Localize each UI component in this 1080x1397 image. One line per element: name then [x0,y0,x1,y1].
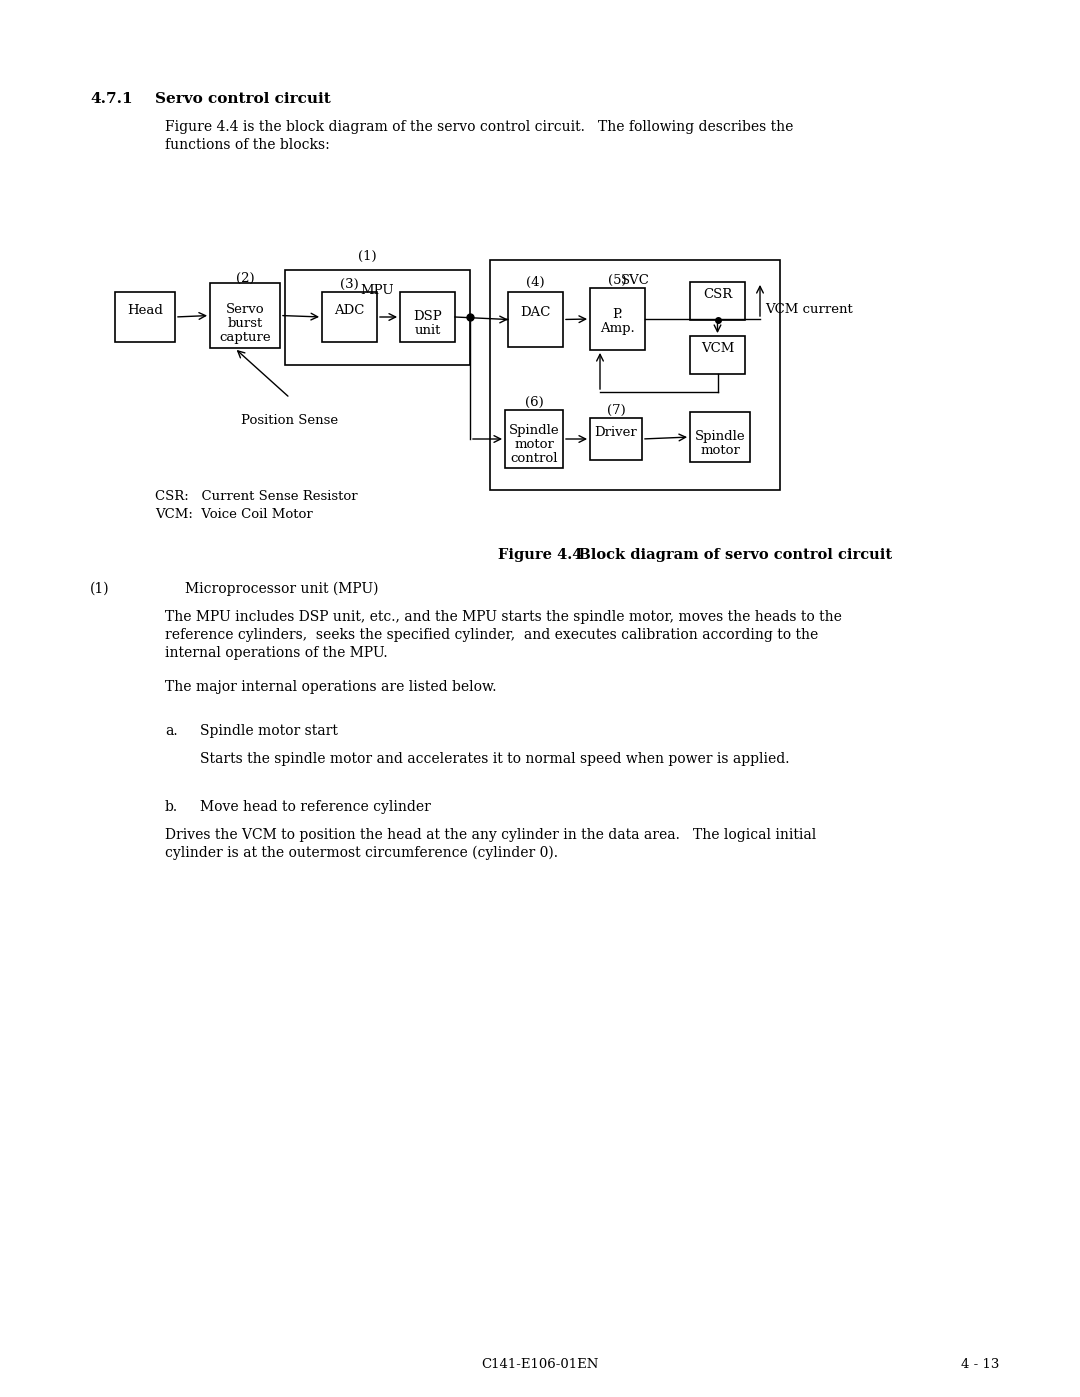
Text: Head: Head [127,305,163,317]
Text: unit: unit [415,324,441,337]
Bar [690,337,745,374]
Text: Servo control circuit: Servo control circuit [156,92,330,106]
Text: a.: a. [165,724,177,738]
Text: VCM current: VCM current [765,303,853,316]
Text: MPU: MPU [361,284,394,298]
Text: b.: b. [165,800,178,814]
Bar [508,292,563,346]
Bar [690,412,750,462]
Text: ADC: ADC [335,303,365,317]
Text: Amp.: Amp. [600,321,635,335]
Text: VCM:  Voice Coil Motor: VCM: Voice Coil Motor [156,509,313,521]
Text: Driver: Driver [595,426,637,439]
Text: (1): (1) [359,250,377,263]
Bar [590,288,645,351]
Bar [210,284,280,348]
Text: motor: motor [514,439,554,451]
Bar [505,409,563,468]
Text: Spindle: Spindle [694,430,745,443]
Text: 4 - 13: 4 - 13 [961,1358,999,1370]
Text: (7): (7) [607,404,625,416]
Text: 4.7.1: 4.7.1 [90,92,133,106]
Bar [285,270,470,365]
Bar [114,292,175,342]
Text: DAC: DAC [521,306,551,319]
Text: (5): (5) [608,274,626,286]
Bar [490,260,780,490]
Text: motor: motor [700,444,740,457]
Text: C141-E106-01EN: C141-E106-01EN [482,1358,598,1370]
Text: DSP: DSP [414,310,442,323]
Text: Figure 4.4 is the block diagram of the servo control circuit.   The following de: Figure 4.4 is the block diagram of the s… [165,120,794,134]
Bar [400,292,455,342]
Text: CSR: CSR [703,288,732,300]
Text: Spindle: Spindle [509,425,559,437]
Text: Starts the spindle motor and accelerates it to normal speed when power is applie: Starts the spindle motor and accelerates… [200,752,789,766]
Text: Move head to reference cylinder: Move head to reference cylinder [200,800,431,814]
Text: The MPU includes DSP unit, etc., and the MPU starts the spindle motor, moves the: The MPU includes DSP unit, etc., and the… [165,610,842,624]
Text: P.: P. [612,307,623,321]
Text: (6): (6) [525,395,543,409]
Text: The major internal operations are listed below.: The major internal operations are listed… [165,680,497,694]
Text: internal operations of the MPU.: internal operations of the MPU. [165,645,388,659]
Bar [590,418,642,460]
Text: (3): (3) [340,278,359,291]
Bar [322,292,377,342]
Bar [690,282,745,320]
Text: reference cylinders,  seeks the specified cylinder,  and executes calibration ac: reference cylinders, seeks the specified… [165,629,819,643]
Text: Position Sense: Position Sense [242,414,338,427]
Text: Microprocessor unit (MPU): Microprocessor unit (MPU) [185,583,378,597]
Text: capture: capture [219,331,271,344]
Text: (2): (2) [235,272,254,285]
Text: burst: burst [228,317,262,330]
Text: (4): (4) [526,277,544,289]
Text: Block diagram of servo control circuit: Block diagram of servo control circuit [558,548,892,562]
Text: CSR:   Current Sense Resistor: CSR: Current Sense Resistor [156,490,357,503]
Text: Spindle motor start: Spindle motor start [200,724,338,738]
Text: (1): (1) [90,583,110,597]
Text: SVC: SVC [621,274,649,286]
Text: Servo: Servo [226,303,265,316]
Text: functions of the blocks:: functions of the blocks: [165,138,329,152]
Text: VCM: VCM [701,341,734,355]
Text: control: control [510,453,557,465]
Text: Figure 4.4: Figure 4.4 [498,548,582,562]
Text: Drives the VCM to position the head at the any cylinder in the data area.   The : Drives the VCM to position the head at t… [165,828,816,842]
Text: cylinder is at the outermost circumference (cylinder 0).: cylinder is at the outermost circumferen… [165,847,558,861]
